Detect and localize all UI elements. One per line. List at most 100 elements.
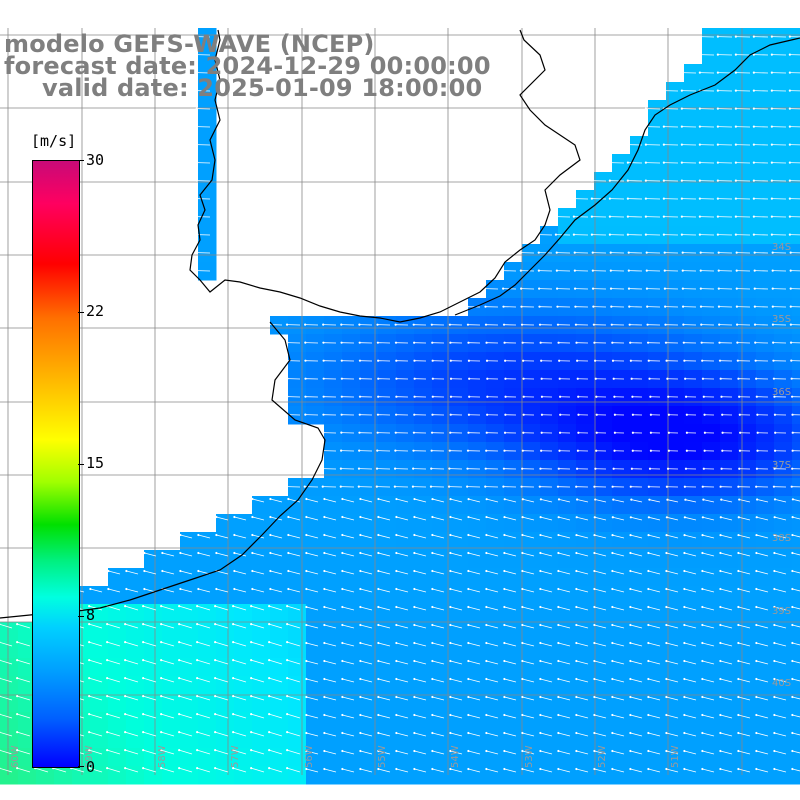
wind-arrow-head (393, 467, 397, 470)
wind-arrow-head (719, 623, 722, 627)
field-cell (234, 514, 253, 533)
wind-arrow-head (736, 359, 739, 362)
wind-arrow-head (557, 713, 560, 717)
wind-arrow-head (629, 485, 632, 488)
field-cell (234, 586, 253, 605)
wind-arrow (270, 588, 283, 593)
field-cell (90, 766, 109, 785)
field-cell (342, 586, 361, 605)
wind-arrow-head (539, 623, 542, 627)
colorbar-tickmark (78, 160, 84, 161)
wind-arrow-head (608, 215, 611, 218)
wind-arrow-head (735, 269, 738, 272)
wind-arrow-head (322, 431, 325, 434)
field-cell (522, 496, 541, 515)
wind-arrow-head (773, 516, 776, 519)
wind-arrow-head (339, 485, 342, 488)
wind-arrow (161, 695, 175, 701)
wind-arrow (324, 498, 337, 503)
field-cell (540, 586, 559, 605)
wind-arrow (143, 623, 157, 629)
wind-arrow (378, 624, 391, 629)
longitude-label: 51W (670, 745, 681, 768)
wind-arrow-head (449, 413, 452, 416)
wind-arrow (396, 516, 409, 521)
wind-arrow-head (716, 233, 719, 236)
wind-arrow (756, 570, 769, 575)
wind-arrow (612, 678, 625, 683)
wind-arrow-head (196, 677, 199, 680)
wind-arrow-head (448, 323, 451, 326)
field-cell (594, 640, 613, 659)
field-cell (468, 694, 487, 713)
wind-arrow (198, 588, 211, 593)
wind-arrow (450, 570, 463, 575)
wind-arrow-head (232, 605, 235, 608)
wind-arrow-head (647, 731, 650, 735)
wind-arrow (450, 678, 463, 683)
wind-arrow (0, 623, 13, 629)
wind-arrow-head (539, 731, 542, 735)
wind-arrow (287, 623, 301, 629)
wind-arrow-head (701, 695, 704, 699)
wind-arrow (378, 552, 391, 557)
wind-arrow-head (269, 533, 272, 537)
wind-arrow-head (466, 323, 470, 326)
wind-arrow (756, 696, 769, 701)
field-cell (216, 694, 235, 713)
wind-arrow (233, 623, 247, 629)
wind-arrow-head (214, 623, 217, 626)
field-cell (432, 550, 451, 569)
field-cell (108, 568, 127, 587)
wind-arrow-head (773, 767, 776, 771)
wind-arrow-head (716, 107, 719, 110)
wind-arrow (17, 641, 31, 647)
wind-arrow-head (773, 659, 776, 663)
wind-arrow-head (574, 305, 577, 308)
wind-arrow (468, 624, 481, 629)
longitude-label: 53W (524, 745, 535, 768)
field-cell (612, 496, 631, 515)
field-cell (396, 658, 415, 677)
wind-arrow-head (755, 551, 758, 555)
wind-arrow-head (304, 413, 307, 416)
wind-arrow-head (791, 695, 794, 699)
wind-arrow (378, 588, 391, 593)
wind-arrow-head (160, 659, 163, 662)
wind-arrow-head (557, 605, 560, 609)
wind-arrow-head (611, 659, 614, 663)
wind-arrow-head (178, 749, 181, 752)
field-cell (630, 694, 649, 713)
field-cell (432, 514, 451, 533)
wind-arrow-head (702, 498, 705, 501)
wind-arrow (450, 498, 463, 503)
wind-arrow-head (773, 605, 776, 609)
wind-arrow (378, 498, 391, 503)
wind-arrow-head (449, 515, 452, 519)
wind-arrow (396, 768, 409, 773)
wind-arrow-head (393, 485, 396, 488)
field-cell (162, 550, 181, 569)
wind-arrow-head (790, 359, 793, 362)
wind-arrow-head (359, 749, 362, 753)
wind-arrow (306, 714, 319, 719)
wind-arrow (269, 641, 283, 647)
wind-arrow-head (449, 569, 452, 573)
field-cell (666, 766, 685, 785)
field-cell (666, 658, 685, 677)
field-cell (468, 604, 487, 623)
wind-arrow-head (791, 498, 794, 501)
wind-arrow (594, 516, 607, 521)
field-cell (180, 568, 199, 587)
wind-arrow-head (791, 659, 794, 663)
wind-arrow-head (395, 497, 398, 501)
field-cell (414, 640, 433, 659)
field-cell (756, 712, 775, 731)
wind-arrow (594, 732, 607, 737)
wind-arrow-head (611, 767, 614, 771)
wind-arrow (721, 499, 733, 503)
wind-arrow (792, 678, 800, 682)
wind-arrow-head (395, 713, 398, 717)
wind-arrow-head (556, 485, 560, 488)
wind-arrow-head (647, 641, 650, 645)
